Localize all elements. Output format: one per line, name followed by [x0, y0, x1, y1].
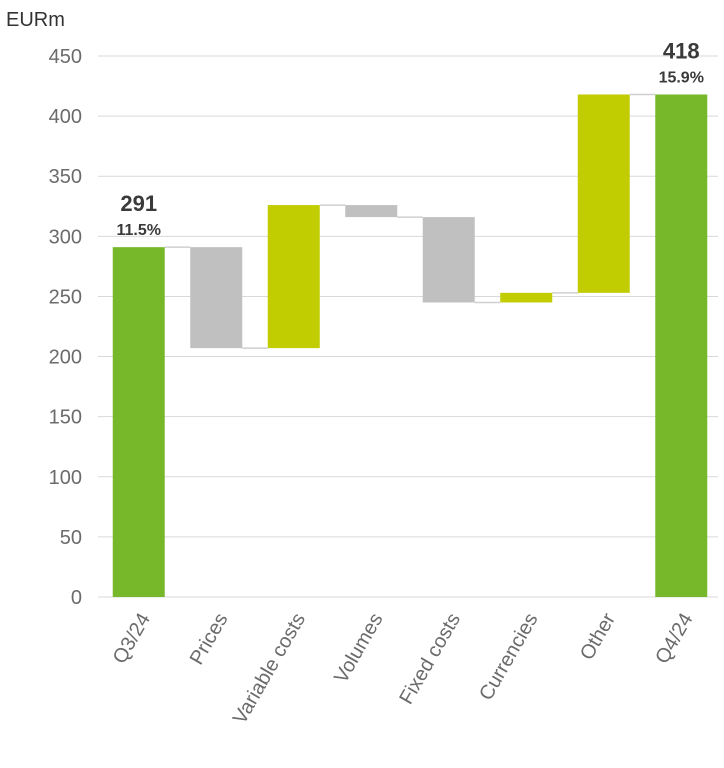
x-category-label: Q4/24 — [651, 610, 697, 668]
y-tick-label: 200 — [49, 347, 82, 369]
bar — [267, 205, 320, 349]
x-category-label: Currencies — [475, 610, 542, 705]
bar — [422, 217, 475, 303]
bar — [190, 247, 243, 349]
connector-lines — [164, 93, 656, 349]
bar — [500, 292, 553, 303]
y-tick-label: 400 — [49, 106, 82, 128]
bar — [112, 247, 165, 598]
y-axis-ticks: 0 50 100 150 200 250 300 350 400 450 — [49, 46, 82, 609]
x-category-label: Other — [576, 609, 620, 664]
y-tick-label: 100 — [49, 467, 82, 489]
bar-margin-label: 15.9% — [659, 69, 704, 86]
bar-margin-label: 11.5% — [117, 222, 161, 239]
y-tick-label: 250 — [49, 286, 82, 308]
y-tick-label: 0 — [71, 587, 82, 609]
bar-value-label: 291 — [120, 191, 157, 216]
x-category-label: Volumes — [330, 610, 387, 687]
bar — [345, 205, 398, 218]
x-category-label: Fixed costs — [395, 610, 465, 709]
bar — [577, 94, 630, 293]
y-tick-label: 150 — [49, 407, 82, 429]
bars — [112, 94, 708, 598]
y-tick-label: 50 — [60, 527, 82, 549]
value-labels: 291 11.5% 418 15.9% — [117, 38, 704, 239]
bar-value-label: 418 — [663, 38, 700, 63]
x-category-label: Prices — [186, 610, 233, 669]
y-tick-label: 450 — [49, 46, 82, 68]
y-tick-label: 300 — [49, 226, 82, 248]
x-category-label: Q3/24 — [109, 610, 155, 668]
bar — [655, 94, 708, 598]
x-category-label: Variable costs — [229, 610, 310, 729]
y-axis-unit-label: EURm — [6, 9, 65, 31]
y-tick-label: 350 — [49, 166, 82, 188]
